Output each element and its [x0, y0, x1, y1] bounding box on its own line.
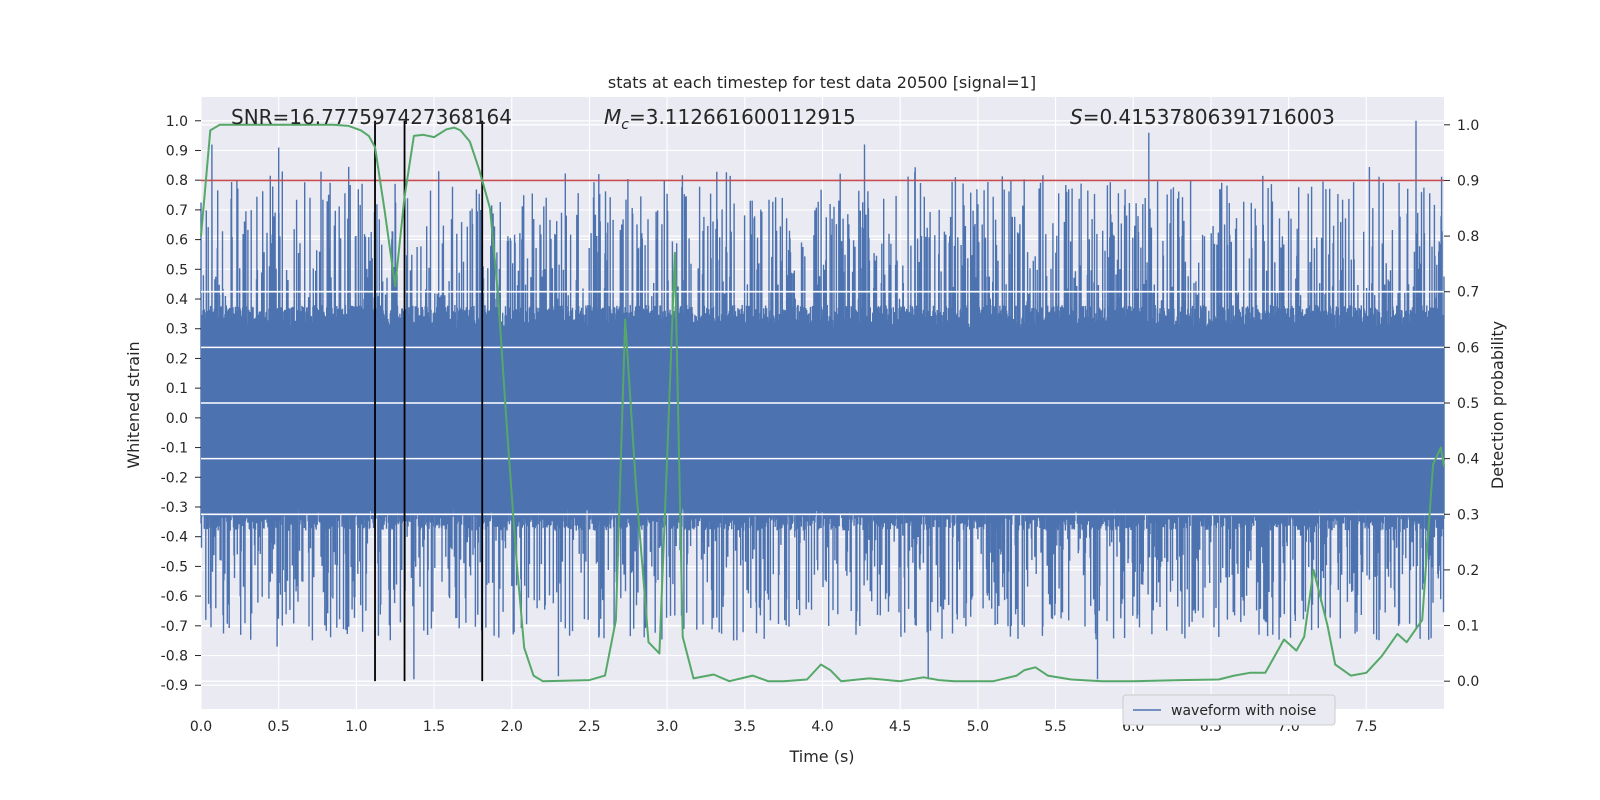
x-tick-label: 0.0 — [190, 719, 212, 735]
right-y-tick-label: 0.6 — [1457, 340, 1479, 356]
s-value: =0.41537806391716003 — [1083, 105, 1335, 129]
left-y-tick-label: 0.6 — [166, 233, 188, 249]
left-y-tick-label: -0.4 — [161, 530, 188, 546]
left-y-tick-label: -0.6 — [161, 589, 188, 605]
x-tick-label: 1.0 — [345, 719, 367, 735]
probability-line — [200, 123, 1445, 683]
right-y-tick-label: 1.0 — [1457, 118, 1479, 134]
chirp-mass-value: =3.112661600112915 — [629, 105, 856, 129]
vertical-markers — [374, 120, 484, 682]
left-y-tick-label: 0.1 — [166, 381, 188, 397]
x-tick-labels: 0.0 0.5 1.0 1.5 2.0 2.5 3.0 3.5 4.0 4.5 5.0 5.5 6.0 6… — [190, 719, 1378, 735]
chirp-mass-symbol: M — [604, 105, 621, 129]
left-y-tick-label: -0.9 — [161, 678, 188, 694]
right-y-tick-label: 0.5 — [1457, 396, 1479, 412]
x-tick-label: 3.5 — [734, 719, 756, 735]
right-y-tick-label: 0.7 — [1457, 285, 1479, 301]
left-y-axis-label: Whitened strain — [124, 341, 143, 468]
snr-annotation: SNR=16.777597427368164 — [231, 105, 512, 129]
waveform-series — [200, 120, 1445, 680]
left-y-tick-label: 0.0 — [166, 411, 188, 427]
left-y-tick-label: -0.5 — [161, 559, 188, 575]
x-tick-label: 1.5 — [423, 719, 445, 735]
left-y-tick-label: 0.3 — [166, 322, 188, 338]
waveform-dense-band — [201, 346, 1444, 490]
probability-series — [200, 123, 1445, 683]
left-y-tick-label: -0.7 — [161, 619, 188, 635]
legend: waveform with noise — [1122, 694, 1336, 726]
x-tick-label: 3.0 — [656, 719, 678, 735]
left-y-tick-label: -0.3 — [161, 500, 188, 516]
chirp-mass-annotation: Mc=3.112661600112915 — [604, 105, 856, 133]
right-y-tick-label: 0.4 — [1457, 452, 1479, 468]
x-tick-label: 0.5 — [268, 719, 290, 735]
x-tick-label: 5.5 — [1044, 719, 1066, 735]
left-y-tick-label: 0.9 — [166, 143, 188, 159]
right-y-tick-label: 0.2 — [1457, 563, 1479, 579]
right-y-tick-label: 0.3 — [1457, 507, 1479, 523]
right-y-tick-label: 0.8 — [1457, 229, 1479, 245]
x-axis-label: Time (s) — [788, 747, 854, 766]
right-y-tick-label: 0.0 — [1457, 674, 1479, 690]
plot-content — [200, 120, 1445, 683]
legend-waveform-label: waveform with noise — [1171, 703, 1316, 719]
right-y-axis-label: Detection probability — [1488, 321, 1507, 489]
legend-box — [1122, 694, 1336, 726]
left-y-tick-label: 0.5 — [166, 262, 188, 278]
x-tick-label: 2.5 — [578, 719, 600, 735]
left-y-tick-label: -0.2 — [161, 470, 188, 486]
right-y-tick-labels: 1.0 0.9 0.8 0.7 0.6 0.5 0.4 0.3 0.2 0.1 0.0 — [1444, 118, 1479, 690]
threshold-line-group — [201, 179, 1444, 516]
x-tick-label: 5.0 — [967, 719, 989, 735]
chart-title: stats at each timestep for test data 205… — [608, 73, 1036, 92]
left-y-tick-label: 0.8 — [166, 173, 188, 189]
x-tick-label: 7.5 — [1355, 719, 1377, 735]
x-tick-label: 4.0 — [811, 719, 833, 735]
s-symbol: S — [1070, 105, 1083, 129]
left-y-tick-label: -0.8 — [161, 649, 188, 665]
left-y-tick-labels: 1.0 0.9 0.8 0.7 0.6 0.5 0.4 0.3 0.2 0.1 0.0 -0.1 -0.… — [161, 114, 201, 694]
x-tick-label: 4.5 — [889, 719, 911, 735]
right-y-tick-label: 0.9 — [1457, 173, 1479, 189]
s-annotation: S=0.41537806391716003 — [1070, 105, 1335, 129]
right-y-tick-label: 0.1 — [1457, 619, 1479, 635]
left-y-tick-label: 0.7 — [166, 203, 188, 219]
left-y-tick-label: 0.2 — [166, 351, 188, 367]
chirp-mass-subscript: c — [621, 117, 629, 133]
left-y-tick-label: -0.1 — [161, 441, 188, 457]
left-y-tick-label: 0.4 — [166, 292, 188, 308]
left-y-tick-label: 1.0 — [166, 114, 188, 130]
x-tick-label: 2.0 — [501, 719, 523, 735]
